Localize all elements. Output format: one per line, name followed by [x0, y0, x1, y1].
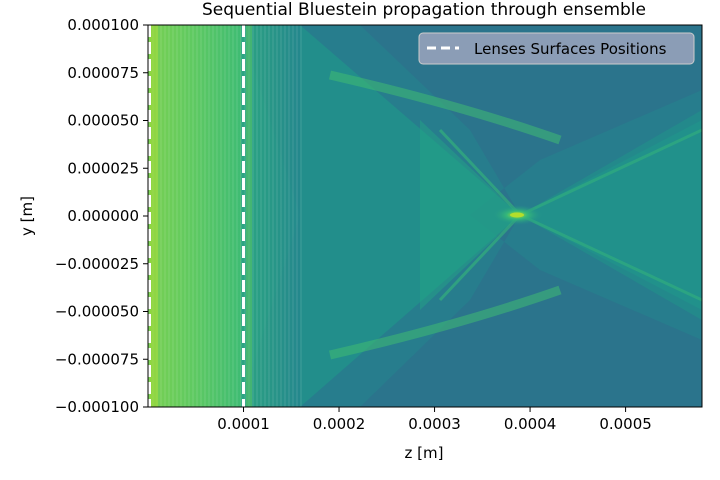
- y-tick-label: 0.000025: [67, 159, 139, 177]
- y-axis-ticks: 0.000100 0.000075 0.000050 0.000025 0.000000…: [55, 16, 148, 416]
- y-tick-label: −0.000075: [55, 350, 139, 368]
- y-tick-label: 0.000100: [67, 16, 139, 34]
- legend-box: [418, 32, 695, 65]
- y-tick-label: 0.000075: [67, 64, 139, 82]
- x-tick-label: 0.0002: [313, 415, 366, 433]
- heatmap-image: [148, 25, 702, 407]
- y-tick-label: −0.000050: [55, 303, 139, 321]
- lens-surface-lines: [148, 25, 246, 407]
- x-tick-label: 0.0005: [599, 415, 652, 433]
- x-tick-label: 0.0001: [217, 415, 270, 433]
- x-axis-label: z [m]: [405, 444, 444, 462]
- y-tick-label: 0.000000: [67, 207, 139, 225]
- x-tick-label: 0.0003: [408, 415, 461, 433]
- x-axis-ticks: 0.0001 0.0002 0.0003 0.0004 0.0005: [217, 407, 652, 433]
- y-tick-label: −0.000100: [55, 398, 139, 416]
- legend-label: Lenses Surfaces Positions: [474, 40, 667, 58]
- chart-title: Sequential Bluestein propagation through…: [202, 0, 646, 20]
- x-tick-label: 0.0004: [504, 415, 557, 433]
- y-tick-label: −0.000025: [55, 255, 139, 273]
- y-tick-label: 0.000050: [67, 112, 139, 130]
- legend: Lenses Surfaces Positions: [418, 32, 695, 65]
- y-axis-label: y [m]: [18, 196, 36, 236]
